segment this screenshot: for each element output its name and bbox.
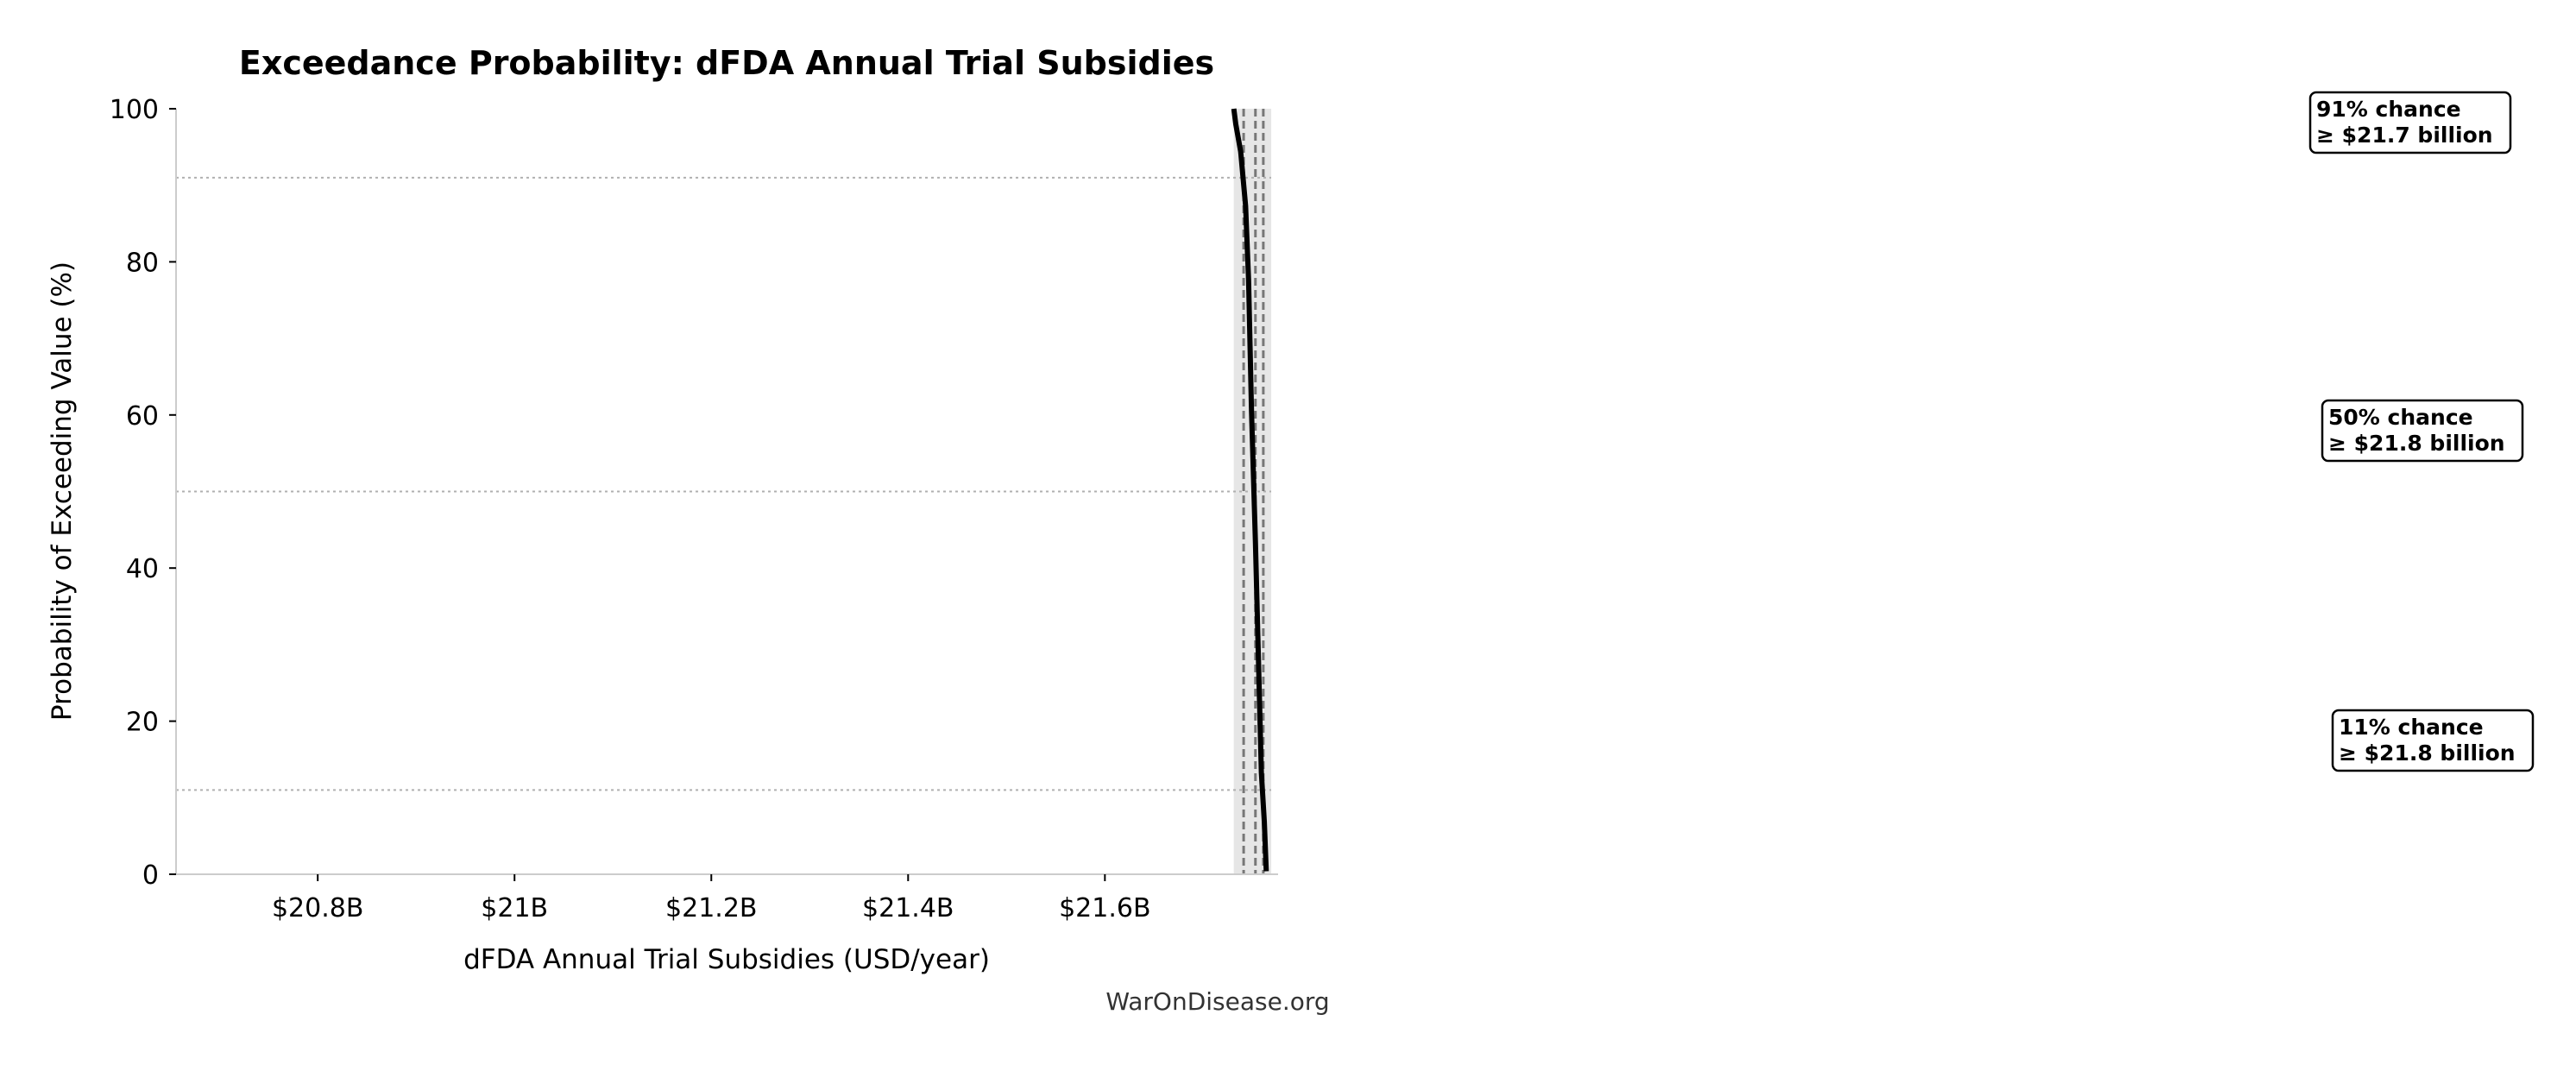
exceedance-curve [1231,108,1269,872]
annotation-frame [2331,709,2535,772]
annotation-line1: 11% chance [2339,715,2484,740]
y-axis-label: Probability of Exceeding Value (%) [47,262,78,721]
annotation-line2: ≥ $21.7 billion [2316,123,2493,148]
annotation-line1: 50% chance [2328,405,2473,430]
y-tick-label: 100 [110,95,159,125]
annotation-frame [2321,399,2524,463]
plot-area: $20.8B $21B $21.2B $21.4B $21.6B 0 20 40 60 80 100 [110,95,1278,923]
x-tick-label: $21.2B [665,893,757,923]
watermark: WarOnDisease.org [1105,987,1329,1016]
annotation-box: 11% chance≥ $21.8 billion [2331,709,2535,772]
annotation-box: 50% chance≥ $21.8 billion [2321,399,2524,463]
chart-title: Exceedance Probability: dFDA Annual Tria… [239,44,1214,82]
annotation-box: 91% chance≥ $21.7 billion [2308,91,2512,154]
annotation-line1: 91% chance [2316,97,2461,122]
y-tick-label: 40 [126,554,159,584]
y-tick-label: 20 [126,708,159,738]
x-tick-label: $21B [481,893,548,923]
annotation-line2: ≥ $21.8 billion [2328,431,2505,456]
x-tick-label: $21.4B [862,893,954,923]
y-tick-label: 0 [142,860,159,891]
x-tick-label: $20.8B [272,893,363,923]
y-tick-label: 60 [126,401,159,432]
annotation-frame [2308,91,2512,154]
x-axis-label: dFDA Annual Trial Subsidies (USD/year) [463,944,990,975]
annotation-line2: ≥ $21.8 billion [2339,740,2516,766]
x-tick-label: $21.6B [1059,893,1150,923]
y-tick-label: 80 [126,248,159,278]
